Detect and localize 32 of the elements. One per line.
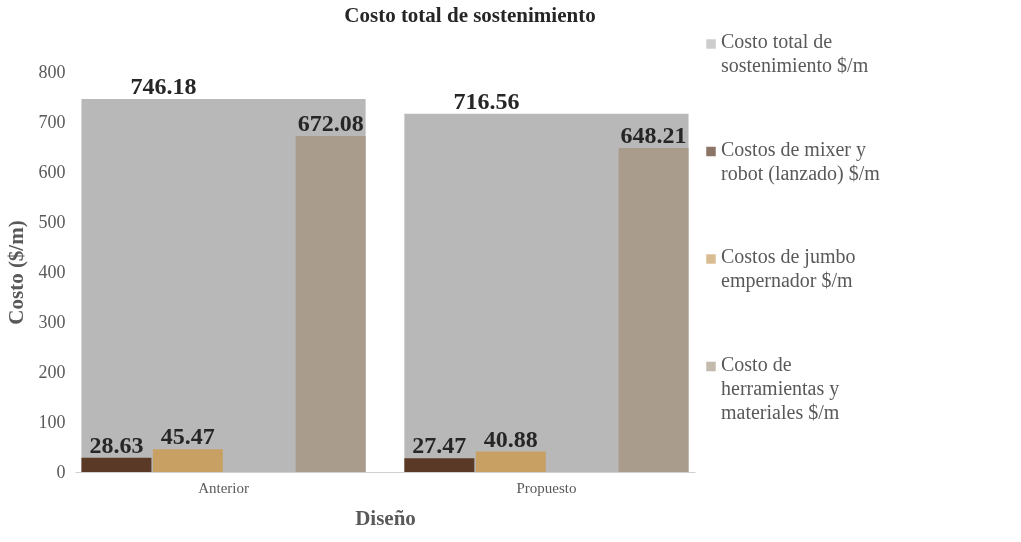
y-axis-title: Costo ($/m) [3, 220, 28, 325]
bar [404, 458, 475, 472]
legend-label: Costos de mixer y robot (lanzado) $/m [721, 137, 881, 185]
data-label: 45.47 [160, 423, 215, 450]
y-tick-label: 500 [38, 211, 66, 232]
y-tick-label: 400 [38, 261, 66, 282]
bar [81, 457, 152, 472]
y-tick-label: 800 [38, 61, 66, 82]
bar [618, 147, 689, 472]
y-tick-label: 200 [38, 361, 66, 382]
data-label: 27.47 [412, 432, 467, 459]
legend-label: Costos de jumbo empernador $/m [721, 245, 856, 292]
bar [152, 449, 223, 472]
data-label: 28.63 [89, 431, 144, 458]
x-tick-label: Anterior [198, 479, 249, 496]
data-label: 746.18 [130, 72, 197, 99]
y-tick-label: 700 [38, 111, 66, 132]
x-axis-title: Diseño [355, 505, 416, 530]
data-label: 672.08 [297, 109, 364, 136]
data-label: 716.56 [453, 87, 520, 114]
x-tick-label: Propuesto [516, 479, 577, 496]
data-label: 648.21 [620, 121, 687, 148]
chart-title: Costo total de sostenimiento [344, 3, 596, 27]
data-label: 40.88 [483, 425, 538, 452]
legend-label: Costo total de sostenimiento $/m [721, 30, 869, 76]
legend-label: Costo de herramientas y materiales $/m [721, 352, 840, 423]
y-tick-label: 600 [38, 161, 66, 182]
bar [475, 451, 546, 472]
bar [295, 135, 366, 472]
y-tick-label: 0 [56, 461, 66, 482]
y-tick-label: 100 [38, 411, 66, 432]
y-tick-label: 300 [38, 311, 66, 332]
